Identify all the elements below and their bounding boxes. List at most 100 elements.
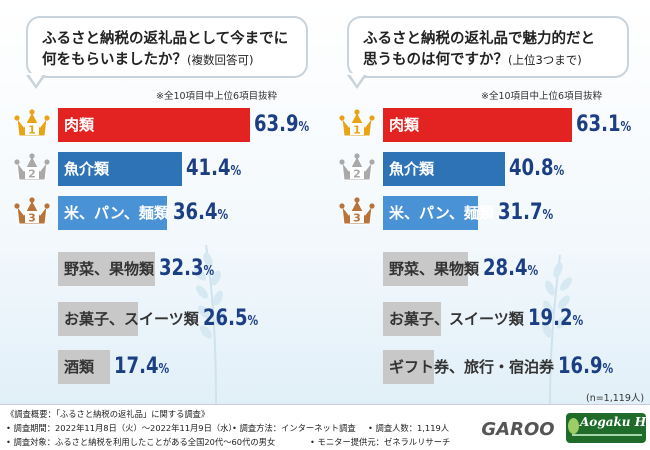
question-line-1: ふるさと納税の返礼品で魅力的だと — [363, 31, 595, 47]
survey-method: • 調査方法：インターネット調査 — [232, 423, 356, 433]
rank-number: 2 — [353, 168, 361, 181]
chart-panel-left: ふるさと納税の返礼品として今までに 何をもらいましたか？(複数回答可) ※全10… — [0, 0, 325, 400]
bar-6 — [58, 350, 110, 384]
chart-panel-right: ふるさと納税の返礼品で魅力的だと 思うものは何ですか？(上位3つまで) ※全10… — [325, 0, 650, 400]
bar-1 — [58, 108, 250, 142]
rank-crown-2-icon: 2 — [339, 153, 375, 185]
survey-provider: • モニター提供元：ゼネラルリサーチ — [310, 437, 451, 447]
value-number: 26.5 — [202, 306, 248, 331]
sample-size-note: (n=1,119人) — [586, 393, 645, 404]
bar-value-label: 28.4% — [483, 252, 538, 286]
rank-number: 3 — [353, 212, 361, 225]
bar-category-label: 魚介類 — [389, 160, 435, 178]
bar-3 — [58, 196, 167, 230]
question-subtitle: (上位3つまで) — [508, 53, 582, 67]
rank-number: 1 — [353, 124, 361, 137]
rank-crown-3-icon: 3 — [14, 197, 50, 229]
bar-6 — [383, 350, 434, 384]
bar-4 — [58, 252, 155, 286]
bar-category-label: 魚介類 — [64, 160, 110, 178]
question-subtitle: (複数回答可) — [187, 53, 254, 67]
bar-category-label: 米、パン、麺類 — [64, 204, 169, 222]
value-percent-sign: % — [553, 164, 565, 179]
bar-value-label: 17.4% — [114, 350, 169, 384]
value-percent-sign: % — [230, 164, 242, 179]
value-number: 31.7 — [497, 200, 543, 225]
garoo-logo: GAROO — [481, 419, 554, 440]
bar-category-label: 米、パン、麺類 — [389, 204, 494, 222]
bar-value-label: 63.9% — [254, 108, 309, 142]
value-number: 40.8 — [509, 156, 554, 181]
question-line-2: 思うものは何ですか？(上位3つまで) — [363, 48, 582, 69]
value-number: 32.3 — [159, 256, 204, 281]
rank-crown-3-icon: 3 — [339, 197, 375, 229]
bar-category-label: 野菜、果物類 — [389, 260, 480, 278]
value-percent-sign: % — [620, 120, 632, 135]
question-line-1: ふるさと納税の返礼品として今までに — [42, 31, 289, 47]
value-number: 41.4 — [186, 156, 231, 181]
value-percent-sign: % — [527, 264, 539, 279]
garoo-logo-text: GAROO — [481, 419, 554, 440]
aogaku-hicon-logo: Aogaku Hicon — [566, 413, 650, 443]
rice-plant-decoration-left — [194, 244, 225, 405]
value-number: 17.4 — [114, 354, 159, 379]
survey-title: 《調査概要：「ふるさと納税の返礼品」に関する調査》 — [6, 409, 210, 419]
value-percent-sign: % — [203, 264, 215, 279]
value-percent-sign: % — [298, 120, 310, 135]
aogaku-logo-text: Aogaku Hicon — [580, 415, 650, 429]
value-percent-sign: % — [217, 208, 229, 223]
bar-value-label: 16.9% — [558, 350, 613, 384]
value-percent-sign: % — [542, 208, 554, 223]
bar-value-label: 19.2% — [528, 302, 583, 336]
survey-count: • 調査人数：1,119人 — [368, 423, 450, 433]
value-number: 36.4 — [172, 200, 218, 225]
value-number: 63.1 — [576, 112, 621, 137]
question-text: 何をもらいましたか？ — [42, 52, 187, 68]
question-text: 思うものは何ですか？ — [363, 52, 508, 68]
bar-category-label: お菓子、スイーツ類 — [389, 310, 524, 328]
question-bubble: ふるさと納税の返礼品として今までに 何をもらいましたか？(複数回答可) — [26, 16, 308, 78]
value-number: 28.4 — [483, 256, 528, 281]
bar-1 — [383, 108, 572, 142]
value-percent-sign: % — [572, 314, 583, 329]
rank-number: 1 — [28, 124, 36, 137]
rank-number: 2 — [28, 168, 36, 181]
bar-category-label: 野菜、果物類 — [64, 260, 155, 278]
bubble-tail-inner — [349, 73, 365, 85]
value-number: 19.2 — [527, 306, 573, 331]
rank-crown-1-icon: 1 — [339, 109, 375, 141]
rice-plant-decoration-right — [542, 254, 572, 405]
rank-crown-1-icon: 1 — [14, 109, 50, 141]
survey-footer: 《調査概要：「ふるさと納税の返礼品」に関する調査》 • 調査期間：2022年11… — [0, 404, 650, 450]
bar-value-label: 31.7% — [498, 196, 553, 230]
bar-2 — [383, 152, 505, 186]
bar-category-label: 肉類 — [389, 116, 420, 134]
value-number: 16.9 — [558, 354, 603, 379]
bar-5 — [383, 302, 441, 336]
items-note: ※全10項目中上位6項目抜粋 — [481, 91, 603, 102]
bar-value-label: 26.5% — [203, 302, 258, 336]
aogaku-logo-underline — [572, 434, 642, 436]
bar-category-label: 酒類 — [64, 358, 95, 376]
bar-4 — [383, 252, 468, 286]
question-line-2: 何をもらいましたか？(複数回答可) — [42, 48, 253, 69]
survey-target: • 調査対象：ふるさと納税を利用したことがある全国20代〜60代の男女 — [6, 437, 276, 447]
bar-value-label: 41.4% — [186, 152, 241, 186]
bar-value-label: 40.8% — [509, 152, 564, 186]
bar-category-label: 肉類 — [64, 116, 95, 134]
value-number: 63.9 — [254, 112, 299, 137]
rank-number: 3 — [28, 212, 36, 225]
question-bubble: ふるさと納税の返礼品で魅力的だと 思うものは何ですか？(上位3つまで) — [347, 16, 629, 78]
value-percent-sign: % — [158, 362, 170, 377]
value-percent-sign: % — [602, 362, 614, 377]
bar-value-label: 63.1% — [576, 108, 631, 142]
value-percent-sign: % — [247, 314, 258, 329]
bar-5 — [58, 302, 138, 336]
aogaku-leaf-mark — [568, 418, 579, 434]
bar-category-label: お菓子、スイーツ類 — [64, 310, 199, 328]
bar-2 — [58, 152, 182, 186]
survey-period: • 調査期間：2022年11月8日（火）〜2022年11月9日（水） — [6, 423, 237, 433]
bar-category-label: ギフト券、旅行・宿泊券 — [389, 358, 555, 376]
rank-crown-2-icon: 2 — [14, 153, 50, 185]
